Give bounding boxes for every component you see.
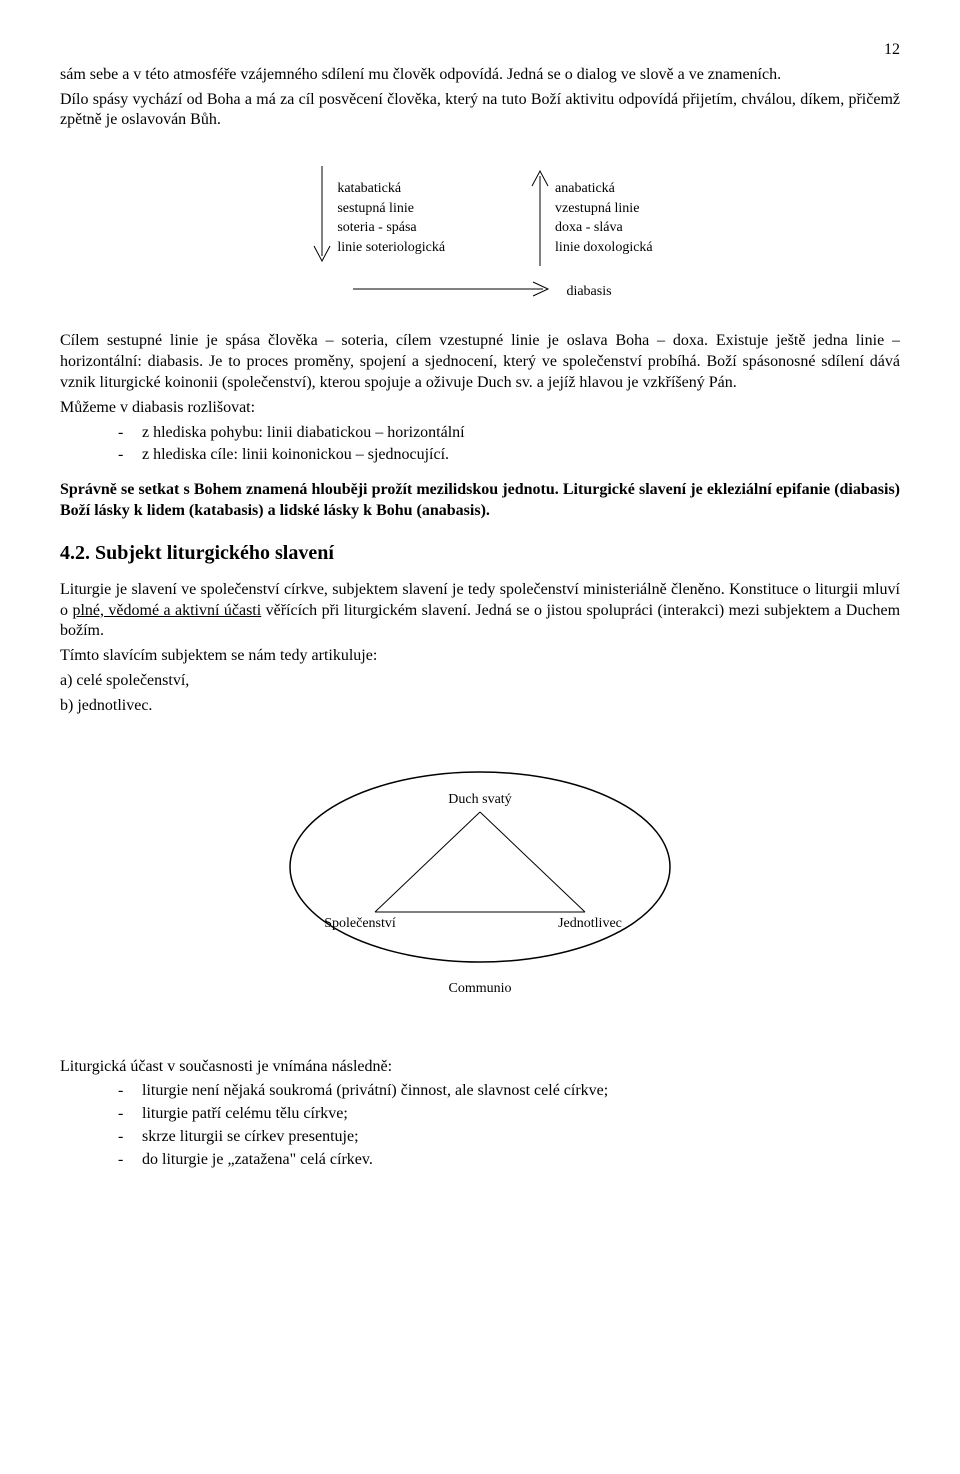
list-item: - liturgie patří celému tělu církve; — [118, 1104, 900, 1125]
list-item: - liturgie není nějaká soukromá (privátn… — [118, 1081, 900, 1102]
katabatic-text: katabatická sestupná linie soteria - spá… — [337, 161, 445, 257]
paragraph-2: Dílo spásy vychází od Boha a má za cíl p… — [60, 90, 900, 132]
paragraph-5-bold: Správně se setkat s Bohem znamená hloubě… — [60, 480, 900, 522]
bullet-text: skrze liturgii se církev presentuje; — [142, 1127, 359, 1148]
list-b: b) jednotlivec. — [60, 696, 900, 717]
anabatic-l3: doxa - sláva — [555, 218, 653, 238]
communio-ellipse-icon: Duch svatý Společenství Jednotlivec Comm… — [260, 757, 700, 1007]
paragraph-4: Můžeme v diabasis rozlišovat: — [60, 398, 900, 419]
diabasis-label: diabasis — [566, 277, 611, 301]
diagram-arrows: katabatická sestupná linie soteria - spá… — [60, 161, 900, 301]
list-item: - do liturgie je „zatažena" celá církev. — [118, 1150, 900, 1171]
section-heading: 4.2. Subjekt liturgického slavení — [60, 540, 900, 566]
dash-icon: - — [118, 1150, 142, 1171]
page-number: 12 — [60, 40, 900, 61]
dash-icon: - — [118, 1081, 142, 1102]
dash-icon: - — [118, 1104, 142, 1125]
list-a: a) celé společenství, — [60, 671, 900, 692]
paragraph-6: Liturgie je slavení ve společenství círk… — [60, 580, 900, 642]
katabatic-l4: linie soteriologická — [337, 238, 445, 258]
anabatic-l1: anabatická — [555, 179, 653, 199]
bullet-list-1: - z hlediska pohybu: linii diabatickou –… — [60, 423, 900, 467]
paragraph-8: Liturgická účast v současnosti je vnímán… — [60, 1057, 900, 1078]
dash-icon: - — [118, 1127, 142, 1148]
bullet-text: z hlediska cíle: linii koinonickou – sje… — [142, 445, 449, 466]
para6-underline: plné, vědomé a aktivní účasti — [72, 602, 261, 619]
anabatic-block: anabatická vzestupná linie doxa - sláva … — [525, 161, 653, 271]
dash-icon: - — [118, 445, 142, 466]
diagram-ellipse: Duch svatý Společenství Jednotlivec Comm… — [60, 757, 900, 1007]
bullet-text: liturgie patří celému tělu církve; — [142, 1104, 348, 1125]
ellipse-top-label: Duch svatý — [448, 792, 511, 807]
anabatic-l2: vzestupná linie — [555, 199, 653, 219]
anabatic-text: anabatická vzestupná linie doxa - sláva … — [555, 161, 653, 257]
paragraph-1: sám sebe a v této atmosféře vzájemného s… — [60, 65, 900, 86]
katabatic-block: katabatická sestupná linie soteria - spá… — [307, 161, 445, 271]
paragraph-7: Tímto slavícím subjektem se nám tedy art… — [60, 646, 900, 667]
dash-icon: - — [118, 423, 142, 444]
bullet-text: do liturgie je „zatažena" celá církev. — [142, 1150, 373, 1171]
up-arrow-icon — [525, 161, 555, 271]
ellipse-left-label: Společenství — [324, 916, 396, 931]
bullet-text: z hlediska pohybu: linii diabatickou – h… — [142, 423, 465, 444]
ellipse-bottom-label: Communio — [448, 981, 511, 996]
paragraph-3: Cílem sestupné linie je spása člověka – … — [60, 331, 900, 393]
list-item: - z hlediska cíle: linii koinonickou – s… — [118, 445, 900, 466]
down-arrow-icon — [307, 161, 337, 271]
right-arrow-icon — [348, 279, 558, 299]
katabatic-l1: katabatická — [337, 179, 445, 199]
list-item: - skrze liturgii se církev presentuje; — [118, 1127, 900, 1148]
katabatic-l3: soteria - spása — [337, 218, 445, 238]
bullet-text: liturgie není nějaká soukromá (privátní)… — [142, 1081, 608, 1102]
diabasis-row: diabasis — [60, 277, 900, 301]
katabatic-l2: sestupná linie — [337, 199, 445, 219]
anabatic-l4: linie doxologická — [555, 238, 653, 258]
bullet-list-2: - liturgie není nějaká soukromá (privátn… — [60, 1081, 900, 1170]
ellipse-right-label: Jednotlivec — [558, 916, 622, 931]
list-item: - z hlediska pohybu: linii diabatickou –… — [118, 423, 900, 444]
